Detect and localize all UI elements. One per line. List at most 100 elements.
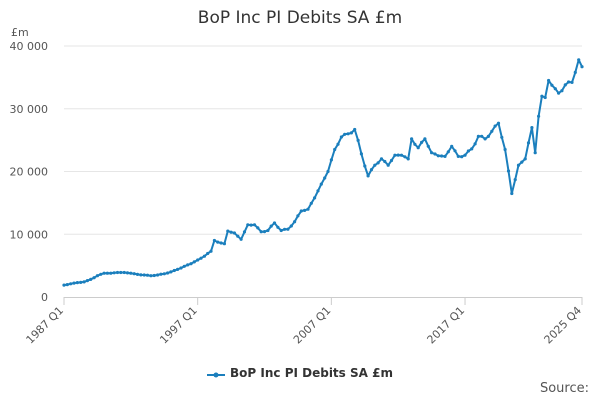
data-point[interactable] [166, 271, 170, 275]
data-point[interactable] [396, 153, 400, 157]
data-point[interactable] [373, 163, 377, 167]
data-point[interactable] [460, 155, 464, 159]
data-point[interactable] [142, 273, 146, 277]
data-point[interactable] [216, 240, 220, 244]
data-point[interactable] [473, 142, 477, 146]
data-point[interactable] [236, 234, 240, 238]
data-point[interactable] [516, 163, 521, 167]
data-point[interactable] [252, 223, 257, 227]
data-point[interactable] [420, 140, 424, 144]
data-point[interactable] [393, 153, 397, 157]
data-point[interactable] [537, 114, 541, 118]
data-point[interactable] [249, 223, 253, 227]
data-point[interactable] [259, 230, 263, 234]
data-point[interactable] [520, 160, 524, 164]
data-point[interactable] [379, 157, 384, 161]
data-point[interactable] [376, 161, 380, 165]
data-point[interactable] [553, 87, 557, 91]
data-point[interactable] [383, 159, 387, 164]
data-point[interactable] [189, 262, 193, 266]
data-point[interactable] [490, 129, 494, 133]
data-point[interactable] [95, 274, 99, 278]
data-point[interactable] [563, 83, 567, 87]
data-point[interactable] [316, 189, 320, 193]
data-point[interactable] [446, 150, 450, 154]
data-point[interactable] [199, 256, 203, 260]
data-point[interactable] [450, 144, 454, 148]
data-point[interactable] [406, 157, 410, 161]
data-point[interactable] [186, 263, 190, 267]
data-point[interactable] [229, 230, 233, 234]
data-point[interactable] [567, 80, 571, 84]
data-point[interactable] [226, 229, 230, 233]
data-point[interactable] [430, 151, 434, 155]
data-point[interactable] [132, 272, 136, 276]
data-point[interactable] [476, 134, 480, 138]
data-point[interactable] [363, 164, 367, 168]
data-point[interactable] [82, 280, 86, 284]
data-point[interactable] [92, 276, 96, 280]
data-point[interactable] [266, 228, 270, 233]
data-point[interactable] [329, 158, 333, 162]
data-point[interactable] [423, 137, 427, 141]
data-point[interactable] [239, 237, 243, 241]
data-point[interactable] [299, 209, 303, 213]
data-point[interactable] [112, 271, 116, 275]
data-point[interactable] [336, 142, 340, 146]
data-point[interactable] [503, 147, 507, 152]
data-point[interactable] [293, 220, 297, 224]
data-point[interactable] [283, 227, 287, 231]
data-point[interactable] [129, 271, 133, 275]
data-point[interactable] [256, 226, 260, 230]
data-point[interactable] [125, 271, 130, 275]
data-point[interactable] [162, 272, 166, 276]
data-point[interactable] [343, 132, 347, 136]
data-point[interactable] [89, 277, 93, 281]
data-point[interactable] [192, 260, 196, 264]
data-point[interactable] [269, 224, 273, 228]
data-point[interactable] [326, 169, 330, 174]
data-point[interactable] [262, 230, 267, 234]
data-point[interactable] [513, 178, 517, 182]
data-point[interactable] [149, 274, 153, 278]
data-point[interactable] [533, 151, 537, 155]
data-point[interactable] [212, 238, 216, 243]
data-point[interactable] [313, 196, 317, 200]
data-point[interactable] [206, 251, 210, 256]
data-point[interactable] [306, 207, 310, 211]
data-point[interactable] [349, 131, 353, 135]
data-point[interactable] [456, 154, 460, 158]
data-point[interactable] [413, 142, 417, 146]
data-point[interactable] [523, 157, 527, 161]
data-point[interactable] [470, 147, 474, 151]
data-point[interactable] [65, 283, 69, 287]
data-point[interactable] [426, 144, 430, 148]
data-point[interactable] [296, 214, 300, 218]
data-point[interactable] [62, 283, 66, 287]
data-point[interactable] [577, 58, 581, 62]
data-point[interactable] [115, 270, 120, 275]
data-point[interactable] [122, 270, 126, 275]
data-point[interactable] [416, 146, 420, 150]
data-point[interactable] [159, 272, 163, 276]
data-point[interactable] [399, 153, 404, 157]
data-point[interactable] [356, 138, 360, 142]
data-point[interactable] [139, 273, 143, 277]
data-point[interactable] [453, 149, 457, 153]
data-point[interactable] [69, 282, 73, 286]
data-point[interactable] [359, 152, 363, 156]
data-point[interactable] [219, 241, 223, 245]
data-point[interactable] [339, 135, 343, 139]
data-point[interactable] [493, 124, 497, 128]
data-point[interactable] [466, 149, 470, 153]
data-point[interactable] [79, 280, 83, 284]
data-point[interactable] [169, 270, 173, 274]
legend[interactable]: BoP Inc PI Debits SA £m [0, 366, 600, 380]
data-point[interactable] [496, 121, 501, 125]
data-point[interactable] [570, 80, 574, 84]
data-point[interactable] [443, 154, 447, 158]
data-point[interactable] [156, 273, 160, 277]
data-point[interactable] [99, 272, 103, 276]
data-point[interactable] [209, 249, 213, 253]
data-point[interactable] [386, 163, 390, 167]
